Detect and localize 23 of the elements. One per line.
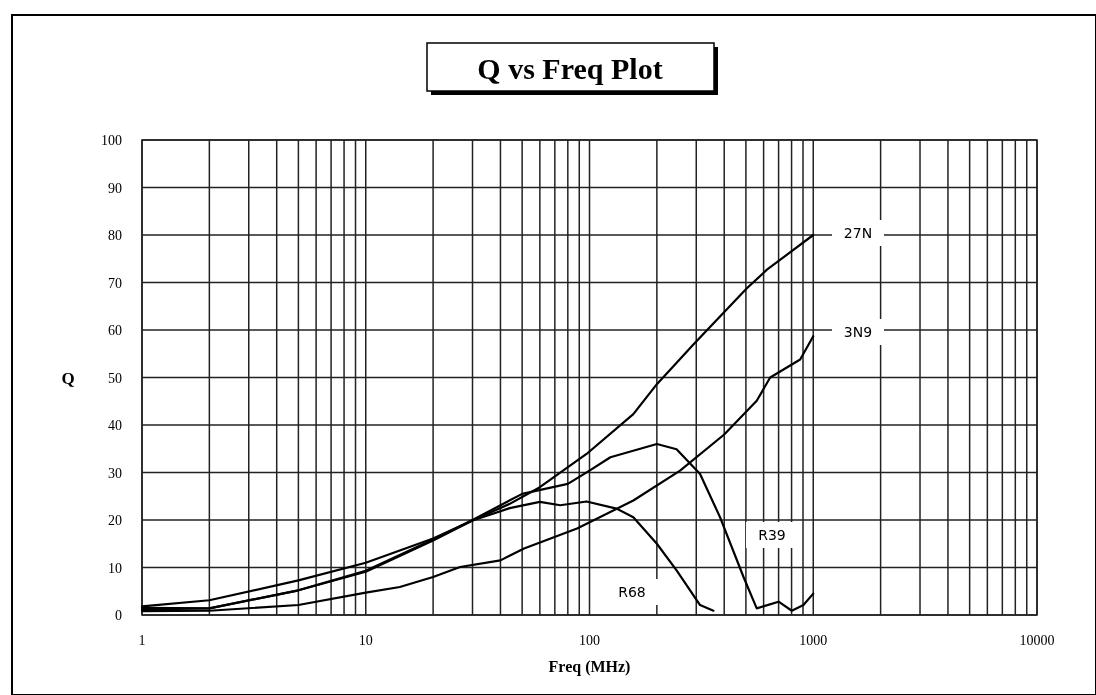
x-tick-label: 10 [358,633,373,648]
y-tick-label: 40 [108,418,122,433]
text: 27N [843,225,873,241]
y-axis-title: Q [61,368,75,388]
series-label: R39 [758,527,786,543]
y-tick-label: 100 [101,133,122,148]
chart-title: Q vs Freq Plot [477,52,663,85]
text: 3N9 [843,324,873,340]
y-tick-label: 80 [108,228,122,243]
x-tick-label: 1000 [799,633,828,648]
text: R68 [618,584,646,600]
y-tick-label: 60 [108,323,122,338]
y-tick-label: 30 [108,465,122,481]
x-tick-label: 100 [579,633,600,648]
y-tick-label: 70 [108,275,122,291]
x-tick-label: 10000 [1019,633,1055,648]
y-tick-label: 50 [108,370,122,386]
y-tick-label: 10 [108,560,122,576]
x-tick-label: 1 [138,633,146,648]
y-tick-label: 0 [115,608,122,623]
x-axis-title: Freq (MHz) [548,658,631,676]
y-tick-label: 20 [108,513,122,528]
y-tick-label: 90 [108,180,122,196]
